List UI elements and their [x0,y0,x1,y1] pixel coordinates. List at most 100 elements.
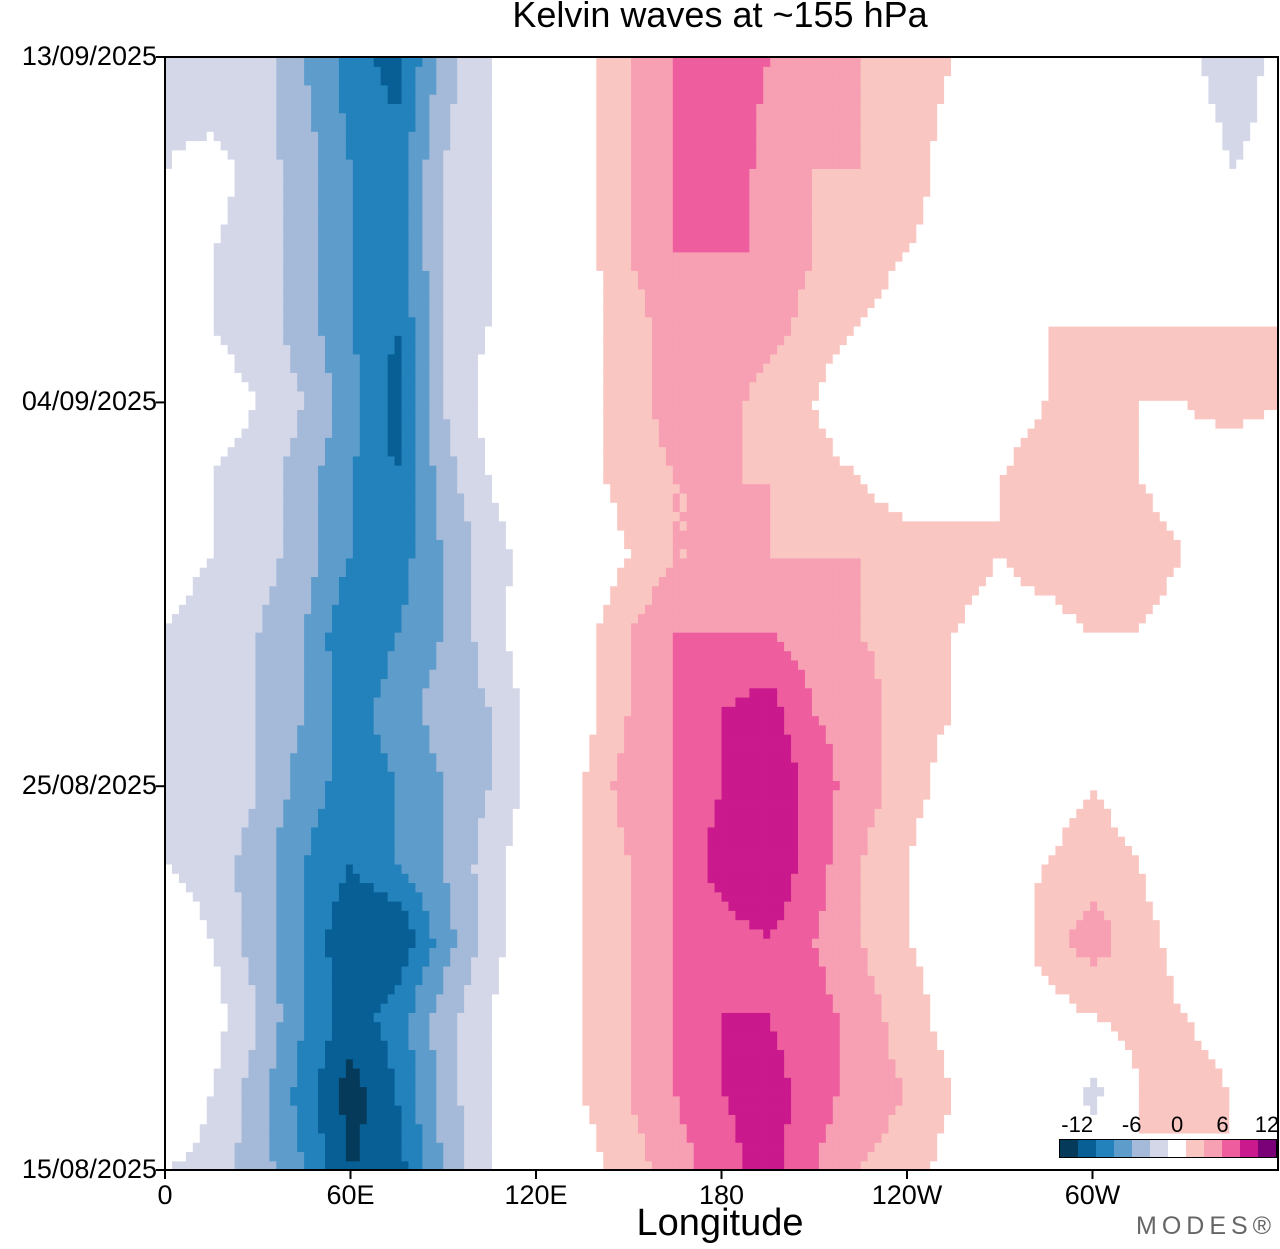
contour-cell [1027,938,1036,948]
contour-cell [1055,1095,1063,1106]
contour-cell [1020,1160,1029,1170]
contour-cell [1236,975,1244,986]
contour-cell [1159,901,1168,911]
contour-cell [1124,1086,1133,1097]
contour-cell [234,1077,243,1088]
contour-cell [1173,1030,1182,1041]
contour-cell [345,947,354,958]
contour-cell [199,882,208,893]
contour-cell [825,1049,834,1060]
contour-cell [248,984,257,995]
contour-cell [804,928,813,939]
contour-cell [540,975,549,986]
contour-cell [352,919,361,930]
contour-cell [512,882,521,893]
contour-cell [498,984,507,995]
contour-cell [311,1030,319,1041]
contour-cell [568,1067,577,1078]
contour-cell [429,1058,437,1069]
contour-cell [1222,1086,1230,1097]
contour-cell [547,975,556,986]
contour-cell [255,928,263,939]
contour-cell [401,1030,410,1041]
contour-cell [324,1095,333,1106]
contour-cell [589,919,597,930]
contour-cell [290,882,298,893]
contour-cell [665,1114,674,1125]
contour-cell [1118,1114,1126,1125]
contour-cell [1118,910,1126,921]
contour-cell [547,1160,556,1170]
contour-cell [1090,1123,1098,1134]
contour-cell [1138,882,1147,893]
contour-cell [763,1021,771,1032]
contour-cell [408,993,417,1004]
contour-cell [930,1095,938,1106]
contour-cell [561,984,570,995]
contour-cell [749,1142,757,1153]
contour-cell [304,947,312,958]
contour-cell [1048,919,1056,930]
contour-cell [373,956,382,967]
contour-cell [867,1132,876,1143]
contour-cell [206,901,215,911]
contour-cell [1006,910,1015,921]
contour-cell [1069,928,1077,939]
contour-cell [394,901,403,911]
contour-cell [478,975,486,986]
contour-cell [1257,1077,1265,1088]
contour-cell [171,919,180,930]
contour-cell [811,975,820,986]
contour-cell [1041,984,1050,995]
contour-cell [491,1142,500,1153]
contour-cell [373,1003,382,1013]
contour-cell [366,1142,375,1153]
contour-cell [290,1086,298,1097]
contour-cell [1111,1012,1119,1023]
contour-cell [679,1105,688,1115]
contour-cell [373,1021,382,1032]
contour-cell [359,928,368,939]
contour-cell [526,1132,535,1143]
contour-cell [345,1086,354,1097]
contour-cell [554,1132,563,1143]
contour-cell [707,1086,716,1097]
contour-cell [686,919,695,930]
contour-cell [255,901,263,911]
contour-cell [784,928,792,939]
contour-cell [436,1142,444,1153]
contour-cell [763,1105,771,1115]
contour-cell [199,919,208,930]
contour-cell [345,873,354,884]
contour-cell [1006,938,1015,948]
contour-cell [227,882,236,893]
contour-cell [930,1058,938,1069]
contour-cell [387,1114,396,1125]
contour-cell [951,965,959,976]
contour-cell [206,1058,215,1069]
contour-cell [297,1142,305,1153]
contour-cell [408,965,417,976]
contour-cell [311,873,319,884]
contour-cell [429,993,437,1004]
contour-cell [978,1123,987,1134]
contour-cell [234,1058,243,1069]
contour-cell [1222,1160,1230,1170]
contour-cell [825,901,834,911]
contour-cell [1076,947,1084,958]
contour-cell [895,1040,903,1051]
contour-cell [491,1040,500,1051]
contour-cell [985,965,994,976]
contour-cell [958,1049,966,1060]
contour-cell [742,1003,750,1013]
contour-cell [380,910,389,921]
contour-cell [387,965,396,976]
contour-cell [825,1095,834,1106]
contour-cell [916,1132,924,1143]
contour-cell [213,1105,222,1115]
contour-cell [707,1160,716,1170]
contour-cell [686,1086,695,1097]
contour-cell [672,1012,681,1023]
contour-cell [818,1030,827,1041]
contour-cell [478,919,486,930]
